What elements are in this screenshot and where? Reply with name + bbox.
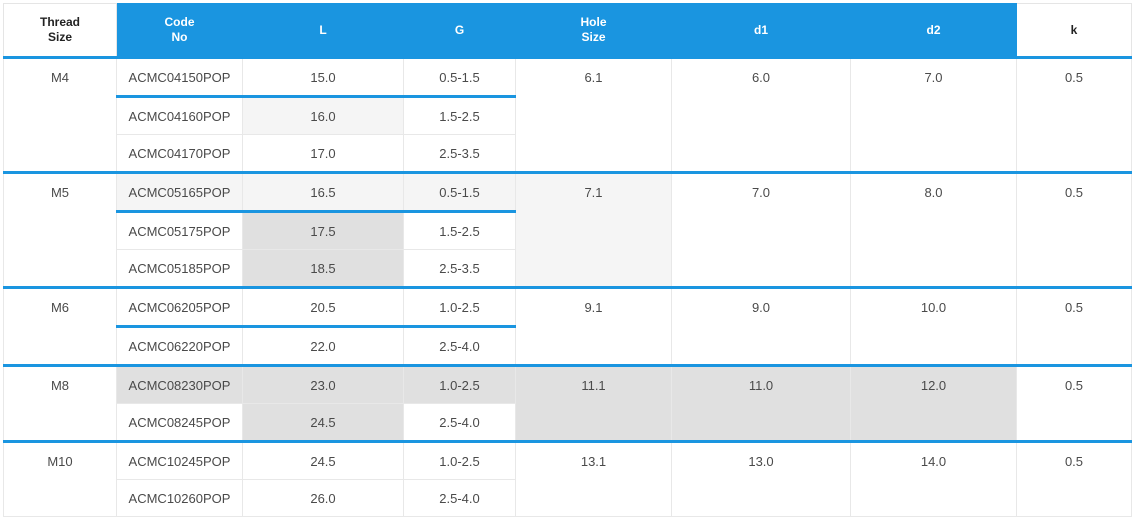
code-cell: ACMC08230POP	[116, 364, 243, 404]
d1-cell: 6.0	[671, 56, 851, 173]
hole-size-cell: 7.1	[515, 171, 672, 288]
thread-size-cell: M8	[3, 364, 117, 442]
l-cell: 24.5	[242, 440, 404, 480]
l-cell: 26.0	[242, 479, 404, 517]
g-cell: 2.5-4.0	[403, 325, 516, 366]
l-cell: 20.5	[242, 286, 404, 327]
header-k: k	[1016, 3, 1132, 58]
l-cell: 15.0	[242, 56, 404, 97]
code-cell: ACMC10245POP	[116, 440, 243, 480]
header-row: Thread Size Code No L G Hole Size d1 d2 k	[3, 3, 1132, 58]
code-cell: ACMC05185POP	[116, 249, 243, 288]
g-cell: 0.5-1.5	[403, 56, 516, 97]
table-row: M4 ACMC04150POP 15.0 0.5-1.5 6.1 6.0 7.0…	[3, 56, 1132, 173]
k-cell: 0.5	[1016, 56, 1132, 173]
d1-cell: 7.0	[671, 171, 851, 288]
table-row: M8 ACMC08230POP 23.0 1.0-2.5 11.1 11.0 1…	[3, 364, 1132, 442]
g-cell: 2.5-3.5	[403, 134, 516, 173]
thread-size-cell: M6	[3, 286, 117, 366]
g-cell: 1.5-2.5	[403, 95, 516, 135]
l-cell: 17.5	[242, 210, 404, 250]
code-cell: ACMC05175POP	[116, 210, 243, 250]
spec-table: Thread Size Code No L G Hole Size d1 d2 k M…	[3, 3, 1132, 517]
g-cell: 0.5-1.5	[403, 171, 516, 212]
g-cell: 2.5-3.5	[403, 249, 516, 288]
d2-cell: 7.0	[850, 56, 1017, 173]
g-cell: 1.5-2.5	[403, 210, 516, 250]
k-cell: 0.5	[1016, 364, 1132, 442]
l-cell: 18.5	[242, 249, 404, 288]
d1-cell: 9.0	[671, 286, 851, 366]
l-cell: 16.0	[242, 95, 404, 135]
l-cell: 16.5	[242, 171, 404, 212]
k-cell: 0.5	[1016, 171, 1132, 288]
code-cell: ACMC04160POP	[116, 95, 243, 135]
table-row: M6 ACMC06205POP 20.5 1.0-2.5 9.1 9.0 10.…	[3, 286, 1132, 366]
l-cell: 23.0	[242, 364, 404, 404]
header-g: G	[403, 3, 516, 58]
code-cell: ACMC08245POP	[116, 403, 243, 442]
g-cell: 2.5-4.0	[403, 403, 516, 442]
table-row: ACMC04160POP 16.0 1.5-2.5	[4, 95, 1132, 135]
hole-size-cell: 11.1	[515, 364, 672, 442]
header-code-no: Code No	[116, 3, 243, 58]
d1-cell: 13.0	[671, 440, 851, 517]
header-d1: d1	[671, 3, 851, 58]
table-row: ACMC05175POP 17.5 1.5-2.5	[4, 210, 1132, 250]
thread-size-cell: M5	[3, 171, 117, 288]
d2-cell: 14.0	[850, 440, 1017, 517]
header-d2: d2	[850, 3, 1017, 58]
header-hole-size: Hole Size	[515, 3, 672, 58]
g-cell: 1.0-2.5	[403, 364, 516, 404]
l-cell: 22.0	[242, 325, 404, 366]
table-row: ACMC06220POP 22.0 2.5-4.0	[4, 325, 1132, 366]
code-cell: ACMC05165POP	[116, 171, 243, 212]
code-cell: ACMC06220POP	[116, 325, 243, 366]
thread-size-cell: M10	[3, 440, 117, 517]
d2-cell: 10.0	[850, 286, 1017, 366]
g-cell: 1.0-2.5	[403, 440, 516, 480]
table-row: M5 ACMC05165POP 16.5 0.5-1.5 7.1 7.0 8.0…	[3, 171, 1132, 288]
header-thread-size: Thread Size	[3, 3, 117, 58]
d1-cell: 11.0	[671, 364, 851, 442]
table-row: ACMC08245POP 24.5 2.5-4.0	[4, 403, 1132, 442]
table-row: ACMC05185POP 18.5 2.5-3.5	[4, 249, 1132, 288]
d2-cell: 12.0	[850, 364, 1017, 442]
code-cell: ACMC10260POP	[116, 479, 243, 517]
header-l: L	[242, 3, 404, 58]
k-cell: 0.5	[1016, 440, 1132, 517]
k-cell: 0.5	[1016, 286, 1132, 366]
g-cell: 2.5-4.0	[403, 479, 516, 517]
d2-cell: 8.0	[850, 171, 1017, 288]
l-cell: 24.5	[242, 403, 404, 442]
table-row: M10 ACMC10245POP 24.5 1.0-2.5 13.1 13.0 …	[3, 440, 1132, 517]
l-cell: 17.0	[242, 134, 404, 173]
hole-size-cell: 6.1	[515, 56, 672, 173]
code-cell: ACMC04150POP	[116, 56, 243, 97]
table-row: ACMC04170POP 17.0 2.5-3.5	[4, 134, 1132, 173]
thread-size-cell: M4	[3, 56, 117, 173]
hole-size-cell: 13.1	[515, 440, 672, 517]
hole-size-cell: 9.1	[515, 286, 672, 366]
code-cell: ACMC06205POP	[116, 286, 243, 327]
code-cell: ACMC04170POP	[116, 134, 243, 173]
g-cell: 1.0-2.5	[403, 286, 516, 327]
